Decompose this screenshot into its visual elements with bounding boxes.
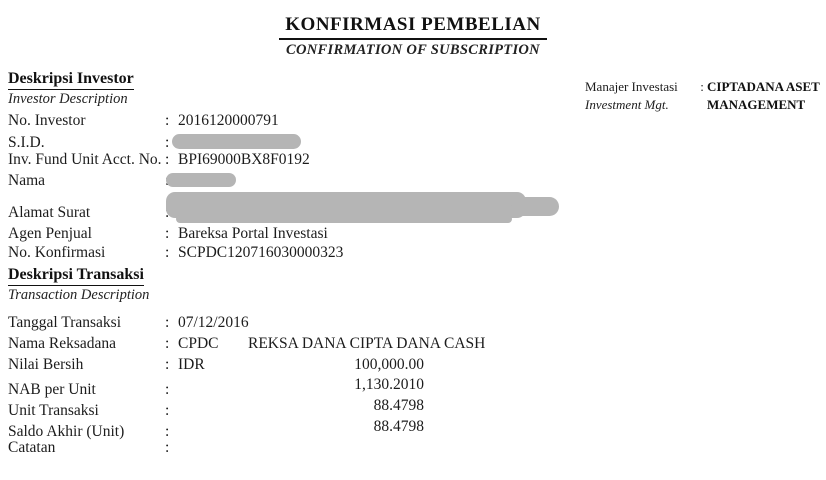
transaction-heading-en: Transaction Description [8, 287, 150, 303]
field-label: Catatan [8, 438, 56, 456]
investment-manager-block: Manajer Investasi Investment Mgt. : CIPT… [585, 78, 820, 113]
investment-manager-label-id: Manajer Investasi [585, 79, 678, 94]
amount-value: 100,000.00 [354, 355, 424, 373]
colon-separator: : [700, 79, 704, 94]
colon-separator: : [165, 224, 170, 242]
field-value: SCPDC120716030000323 [178, 244, 344, 262]
row-sid: S.I.D. : [8, 132, 526, 152]
field-label: Alamat Surat [8, 203, 91, 221]
field-label: Saldo Akhir (Unit) [8, 422, 125, 440]
investor-heading-en: Investor Description [8, 91, 128, 107]
colon-separator: : [165, 314, 170, 331]
investment-manager-label-en: Investment Mgt. [585, 96, 669, 112]
field-value: BPI69000BX8F0192 [178, 151, 310, 169]
title-block: KONFIRMASI PEMBELIAN CONFIRMATION OF SUB… [0, 14, 826, 59]
colon-separator: : [165, 355, 170, 373]
investor-fields: No. Investor : 2016120000791 S.I.D. : In… [8, 112, 559, 264]
transaction-section-heading: Deskripsi Transaksi Transaction Descript… [8, 266, 149, 304]
colon-separator: : [165, 422, 170, 440]
row-nama: Nama : [8, 171, 526, 191]
field-label: No. Konfirmasi [8, 244, 106, 262]
row-nab-per-unit: NAB per Unit : 1,130.2010 [8, 376, 485, 399]
row-unit-transaksi: Unit Transaksi : 88.4798 [8, 397, 485, 420]
row-catatan: Catatan : [8, 439, 485, 460]
redacted-sid-value [172, 133, 301, 149]
field-value: 07/12/2016 [178, 314, 249, 331]
transaction-fields: Tanggal Transaksi : 07/12/2016 Nama Reks… [8, 314, 485, 460]
investor-heading-id: Deskripsi Investor [8, 70, 134, 90]
row-no-konfirmasi: No. Konfirmasi : SCPDC120716030000323 [8, 244, 526, 264]
row-nilai-bersih: Nilai Bersih : IDR 100,000.00 [8, 356, 485, 377]
colon-separator: : [165, 381, 170, 399]
investment-manager-value: CIPTADANA ASET MANAGEMENT [707, 79, 820, 112]
field-label: Nama [8, 172, 46, 190]
amount-value: 1,130.2010 [354, 376, 424, 394]
colon-separator: : [165, 112, 170, 129]
field-label: Inv. Fund Unit Acct. No. [8, 151, 162, 169]
field-label: No. Investor [8, 112, 86, 129]
colon-separator: : [165, 244, 170, 262]
row-tanggal-transaksi: Tanggal Transaksi : 07/12/2016 [8, 314, 485, 335]
row-agen-penjual: Agen Penjual : Bareksa Portal Investasi [8, 225, 526, 245]
field-label: Nilai Bersih [8, 355, 84, 373]
numeric-value: 1,130.2010 [178, 376, 424, 394]
field-value: 2016120000791 [178, 112, 279, 129]
field-label: Nama Reksadana [8, 334, 117, 352]
transaction-heading-id: Deskripsi Transaksi [8, 266, 144, 286]
fund-code: CPDC [178, 334, 219, 352]
field-label: Unit Transaksi [8, 402, 99, 420]
colon-separator: : [165, 334, 170, 352]
field-label: Tanggal Transaksi [8, 314, 122, 331]
amount-value: 88.4798 [373, 397, 424, 415]
row-nama-reksadana: Nama Reksadana : CPDC REKSA DANA CIPTA D… [8, 335, 485, 356]
row-no-investor: No. Investor : 2016120000791 [8, 112, 526, 132]
row-saldo-akhir: Saldo Akhir (Unit) : 88.4798 [8, 418, 485, 440]
redacted-name-value [166, 173, 236, 188]
numeric-value: 88.4798 [178, 397, 424, 415]
investment-manager-labels: Manajer Investasi Investment Mgt. [585, 78, 697, 113]
numeric-value: IDR 100,000.00 [178, 356, 424, 374]
colon-separator: : [165, 438, 170, 456]
currency-code: IDR [178, 355, 205, 373]
document-title: KONFIRMASI PEMBELIAN [279, 14, 547, 40]
field-value: Bareksa Portal Investasi [178, 224, 328, 242]
fund-name: REKSA DANA CIPTA DANA CASH [248, 334, 486, 352]
document-subtitle: CONFIRMATION OF SUBSCRIPTION [286, 42, 540, 58]
colon-separator: : [165, 133, 170, 151]
field-label: S.I.D. [8, 133, 45, 151]
colon-separator: : [165, 402, 170, 420]
row-alamat-surat: Alamat Surat : [8, 191, 559, 225]
row-fund-unit-account: Inv. Fund Unit Acct. No. : BPI69000BX8F0… [8, 151, 526, 171]
colon-separator: : [165, 151, 170, 169]
field-label: Agen Penjual [8, 224, 92, 242]
field-label: NAB per Unit [8, 381, 96, 399]
redacted-address-value [166, 191, 559, 223]
investor-section-heading: Deskripsi Investor Investor Description [8, 70, 134, 108]
numeric-value: 88.4798 [178, 418, 424, 436]
amount-value: 88.4798 [373, 417, 424, 435]
